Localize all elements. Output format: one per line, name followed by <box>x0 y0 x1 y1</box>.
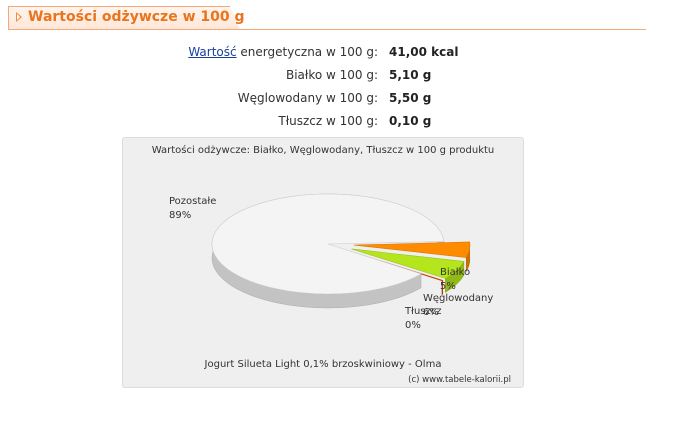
section-divider <box>8 29 646 30</box>
arrow-right-icon <box>16 12 22 22</box>
pie-slice-pozostałe <box>211 193 445 295</box>
chart-svg: Wartości odżywcze: Białko, Węglowodany, … <box>152 144 511 385</box>
section-header-tab <box>8 6 240 29</box>
carbs-label: Węglowodany w 100 g: <box>237 91 378 105</box>
energy-value: 41,00 kcal <box>389 45 459 59</box>
section-title: Wartości odżywcze w 100 g <box>28 9 245 25</box>
carbs-value: 5,50 g <box>389 91 432 105</box>
pie-slice-węglowodany <box>351 248 465 279</box>
section-header: Wartości odżywcze w 100 g <box>8 6 646 30</box>
protein-row: Białko w 100 g: 5,10 g <box>0 68 682 86</box>
energy-label: Wartość energetyczna w 100 g: <box>188 45 378 59</box>
energy-row: Wartość energetyczna w 100 g: 41,00 kcal <box>0 45 682 63</box>
fat-row: Tłuszcz w 100 g: 0,10 g <box>0 114 682 132</box>
protein-value: 5,10 g <box>389 68 432 82</box>
fat-value: 0,10 g <box>389 114 432 128</box>
slice-label-bialko-percent: 5% <box>440 281 456 292</box>
chart-subtitle: Jogurt Silueta Light 0,1% brzoskwiniowy … <box>204 359 442 370</box>
slice-label-bialko-name: Białko <box>440 267 470 278</box>
protein-label: Białko w 100 g: <box>285 68 378 82</box>
slice-label-pozostale-name: Pozostałe <box>169 196 216 207</box>
chart-title: Wartości odżywcze: Białko, Węglowodany, … <box>152 144 495 156</box>
pie-slice-białko <box>353 241 471 258</box>
slice-label-tluszcz-percent: 0% <box>405 320 421 331</box>
energy-link[interactable]: Wartość <box>188 45 237 59</box>
energy-label-rest: energetyczna w 100 g: <box>236 45 378 59</box>
nutrition-pie-chart: Wartości odżywcze: Białko, Węglowodany, … <box>122 137 524 388</box>
pie-layer <box>211 193 471 309</box>
slice-label-weglowodany-percent: 6% <box>423 307 439 318</box>
slice-label-pozostale-percent: 89% <box>169 210 191 221</box>
carbs-row: Węglowodany w 100 g: 5,50 g <box>0 91 682 109</box>
slice-label-tluszcz-name: Tłuszcz <box>404 306 442 317</box>
fat-label: Tłuszcz w 100 g: <box>278 114 378 128</box>
slice-label-weglowodany-name: Węglowodany <box>423 293 493 304</box>
chart-credit: (c) www.tabele-kalorii.pl <box>408 375 511 385</box>
